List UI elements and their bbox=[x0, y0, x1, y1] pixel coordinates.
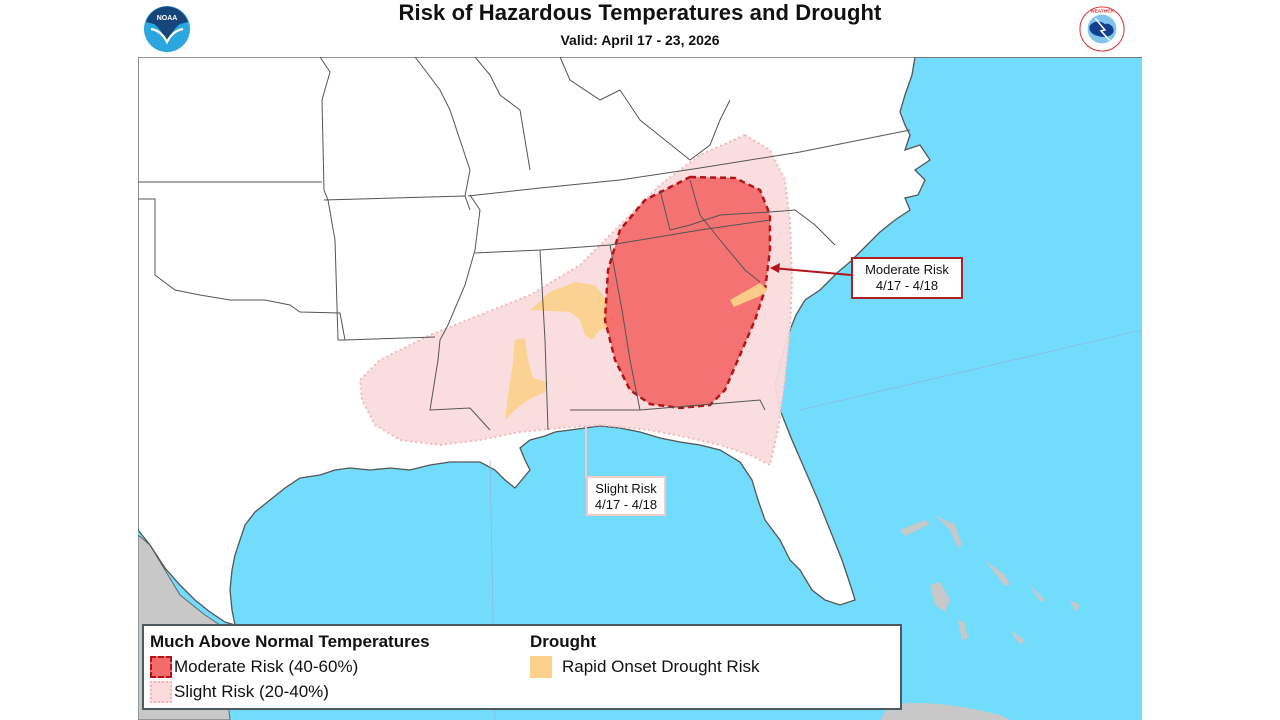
legend-drought-heading: Drought bbox=[530, 632, 597, 651]
moderate-risk-swatch-icon bbox=[150, 655, 172, 678]
svg-text:WEATHER: WEATHER bbox=[1090, 9, 1114, 15]
map-legend: Much Above Normal Temperatures Moderate … bbox=[142, 624, 902, 710]
legend-item-label: Slight Risk (20-40%) bbox=[174, 681, 329, 701]
legend-temperature-heading: Much Above Normal Temperatures bbox=[150, 632, 430, 651]
cuba-land bbox=[880, 703, 1010, 720]
slight-callout-title: Slight Risk bbox=[595, 481, 657, 496]
legend-item-moderate: Moderate Risk (40-60%) bbox=[150, 654, 430, 679]
moderate-risk-callout: Moderate Risk 4/17 - 4/18 bbox=[851, 257, 963, 299]
svg-text:NOAA: NOAA bbox=[157, 15, 178, 22]
legend-item-drought: Rapid Onset Drought Risk bbox=[530, 654, 759, 679]
moderate-callout-leader bbox=[771, 267, 852, 276]
risk-map bbox=[138, 57, 1142, 720]
legend-item-label: Rapid Onset Drought Risk bbox=[562, 656, 760, 676]
state-borders bbox=[138, 57, 911, 431]
drought-area bbox=[730, 283, 768, 307]
valid-dates: Valid: April 17 - 23, 2026 bbox=[560, 32, 720, 48]
legend-temperature-group: Much Above Normal Temperatures Moderate … bbox=[150, 630, 430, 704]
slight-risk-swatch-icon bbox=[150, 680, 172, 703]
drought-risk-swatch-icon bbox=[530, 655, 552, 678]
moderate-callout-dates: 4/17 - 4/18 bbox=[875, 278, 939, 293]
legend-drought-group: Drought Rapid Onset Drought Risk bbox=[530, 630, 759, 679]
slight-risk-callout: Slight Risk 4/17 - 4/18 bbox=[586, 476, 666, 516]
page-title: Risk of Hazardous Temperatures and Droug… bbox=[398, 0, 882, 25]
nws-logo-icon: WEATHER bbox=[1079, 6, 1125, 52]
moderate-callout-title: Moderate Risk bbox=[865, 262, 949, 277]
moderate-risk-area bbox=[603, 175, 772, 410]
slight-callout-dates: 4/17 - 4/18 bbox=[594, 497, 658, 512]
legend-item-label: Moderate Risk (40-60%) bbox=[174, 656, 359, 676]
legend-item-slight: Slight Risk (20-40%) bbox=[150, 679, 430, 704]
header: Risk of Hazardous Temperatures and Droug… bbox=[138, 0, 1142, 57]
map-canvas bbox=[138, 57, 1142, 720]
noaa-logo-icon: NOAA bbox=[144, 6, 190, 52]
drought-area bbox=[505, 338, 548, 420]
drought-area bbox=[530, 282, 625, 340]
